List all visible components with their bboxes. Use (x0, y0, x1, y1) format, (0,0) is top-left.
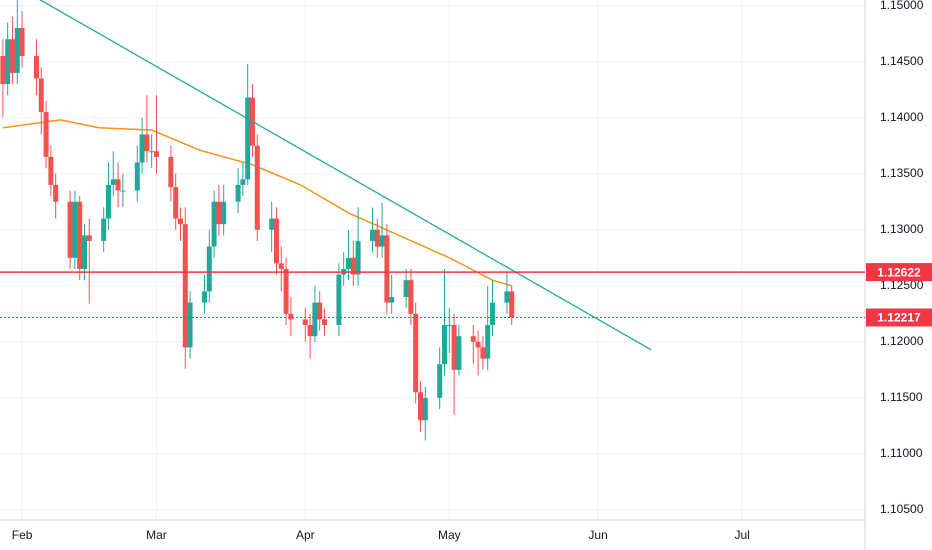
candle-body (273, 218, 279, 264)
candle-body (206, 246, 212, 292)
candle-body (216, 201, 222, 225)
candle-body (101, 218, 107, 241)
candle-body (5, 39, 11, 85)
candle-body (355, 240, 361, 275)
candle-body (437, 364, 443, 398)
candle-body (43, 112, 49, 157)
candle-body (446, 325, 452, 326)
candle-body (422, 397, 428, 421)
candle-body (269, 218, 275, 230)
candle-body (235, 184, 241, 202)
candle-body (317, 302, 323, 320)
price-label-box (866, 308, 932, 327)
candle-body (38, 78, 44, 113)
y-tick-label: 1.12000 (880, 334, 924, 348)
candle-body (14, 28, 20, 73)
candle-body (321, 319, 327, 325)
candle-body (389, 296, 395, 303)
candle-body (451, 325, 457, 370)
candle-body (72, 201, 78, 258)
candle-body (374, 229, 380, 247)
candle-body (144, 134, 150, 152)
x-tick-label: Jul (734, 528, 749, 542)
y-tick-label: 1.10500 (880, 502, 924, 516)
candle-body (105, 184, 111, 219)
candle-body (413, 313, 419, 393)
candle-body (240, 179, 246, 185)
candle-body (77, 201, 83, 269)
candle-body (0, 56, 6, 85)
candle-body (509, 291, 515, 318)
candle-body (81, 235, 87, 269)
candle-body (177, 218, 183, 225)
y-tick-label: 1.13500 (880, 166, 924, 180)
candle-body (480, 347, 486, 359)
price-label: 1.12622 (877, 265, 921, 279)
candle-body (283, 268, 289, 314)
trendline (39, 0, 652, 351)
y-tick-label: 1.15000 (880, 0, 924, 12)
y-tick-label: 1.11500 (880, 390, 923, 404)
y-tick-label: 1.13000 (880, 222, 924, 236)
candle-body (336, 274, 342, 325)
candle-body (403, 280, 409, 297)
candle-body (134, 162, 140, 191)
candle-body (201, 291, 207, 303)
candle-body (278, 263, 284, 269)
y-tick-label: 1.12500 (880, 278, 924, 292)
candle-body (48, 156, 54, 185)
candle-body (149, 151, 155, 153)
x-tick-label: Feb (12, 528, 33, 542)
candle-body (168, 156, 174, 188)
candle-body (86, 235, 92, 241)
candle-body (120, 190, 126, 192)
candle-body (442, 325, 448, 365)
x-tick-label: Jun (588, 528, 607, 542)
price-label-box (866, 263, 932, 282)
candle-body (302, 319, 308, 325)
candle-body (221, 201, 227, 225)
candle-body (139, 134, 145, 163)
candle-body (182, 224, 188, 348)
moving-average (2, 119, 512, 287)
candle-body (115, 179, 121, 191)
candle-body (110, 179, 116, 185)
candle-body (504, 291, 510, 303)
candle-body (153, 151, 159, 157)
candle-body (369, 229, 375, 241)
candle-body (475, 341, 481, 348)
x-tick-label: May (438, 528, 461, 542)
candle-body (490, 302, 496, 325)
candle-body (470, 336, 476, 342)
x-tick-label: Mar (146, 528, 167, 542)
candle-body (33, 56, 39, 79)
candle-body (485, 325, 491, 359)
candle-body (379, 235, 385, 247)
candle-body (408, 280, 414, 314)
candle-body (19, 28, 25, 57)
candle-body (345, 257, 351, 269)
candle-body (9, 39, 15, 73)
y-tick-label: 1.14500 (880, 54, 924, 68)
price-label: 1.12217 (877, 311, 921, 325)
candle-body (384, 235, 390, 303)
candle-body (245, 97, 251, 180)
candle-body (53, 184, 59, 202)
candle-body (187, 302, 193, 348)
candle-body (254, 145, 260, 230)
candle-body (211, 201, 217, 247)
y-tick-label: 1.14000 (880, 110, 924, 124)
candle-body (312, 302, 318, 337)
plot (0, 0, 652, 441)
x-tick-label: Apr (296, 528, 315, 542)
candle-body (288, 313, 294, 320)
y-tick-label: 1.11000 (880, 446, 923, 460)
candle-body (173, 187, 179, 219)
candle-body (417, 392, 423, 421)
candle-body (307, 325, 313, 337)
candle-body (67, 201, 73, 258)
candle-body (350, 257, 356, 275)
candle-body (456, 336, 462, 370)
